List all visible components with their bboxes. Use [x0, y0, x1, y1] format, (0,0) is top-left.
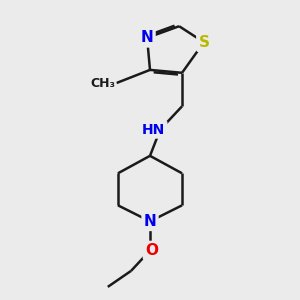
Text: S: S [198, 35, 209, 50]
Text: N: N [141, 30, 154, 45]
Text: N: N [144, 214, 156, 229]
Text: O: O [145, 243, 158, 258]
Text: CH₃: CH₃ [90, 76, 115, 89]
Text: HN: HN [142, 123, 165, 136]
